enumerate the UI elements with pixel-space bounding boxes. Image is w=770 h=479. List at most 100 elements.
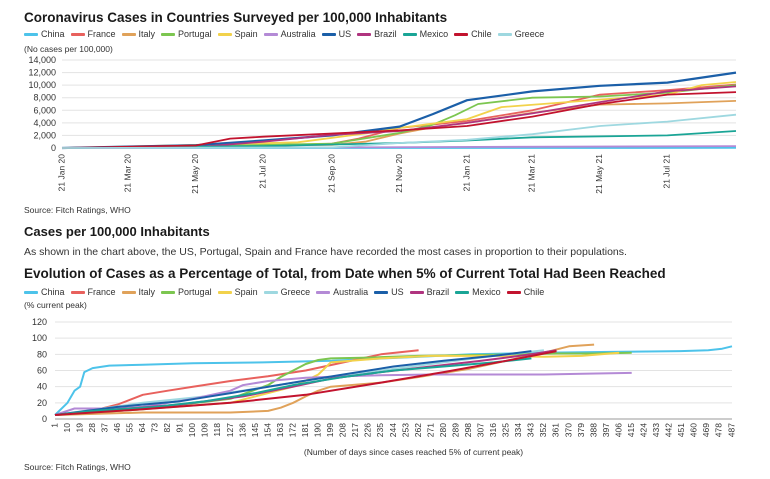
chart2-legend-label-spain: Spain [234,287,258,297]
chart2-legend-swatch-us [374,290,389,294]
chart1-legend-swatch-china [24,32,38,36]
chart1-series-brazil [61,85,737,149]
chart2-x-tick-label: 289 [450,423,460,437]
chart1-y-tick-label: 0 [51,143,56,153]
chart1-x-tick-label: 21 Sep 20 [326,154,336,193]
chart2-x-tick-label: 226 [363,423,373,437]
chart1-y-tick-label: 12,000 [28,68,56,78]
chart2-x-axis-label: (Number of days since cases reached 5% o… [304,447,523,457]
chart2-x-tick-label: 118 [212,423,222,437]
chart2-series-chile [54,350,557,416]
chart2-x-tick-label: 208 [338,423,348,437]
chart2-legend-france: France [70,287,116,297]
section-heading: Cases per 100,000 Inhabitants [24,224,210,239]
chart2-legend-greece: Greece [263,287,311,297]
chart1-x-tick-label: 21 Nov 20 [394,154,404,193]
chart2-x-tick-label: 10 [62,423,72,433]
chart2-x-tick-label: 433 [651,423,661,437]
chart2-x-tick-label: 244 [388,423,398,437]
chart2-legend-swatch-australia [316,290,331,294]
chart2-legend-label-portugal: Portugal [178,287,212,297]
chart2-legend-mexico: Mexico [455,287,501,297]
chart2-legend-swatch-mexico [455,290,470,294]
chart2-legend: China France Italy Portugal Spain Greece Austr… [24,287,550,297]
chart1-title: Coronavirus Cases in Countries Surveyed … [24,10,448,25]
chart2-legend-label-greece: Greece [280,287,311,297]
chart2-series-us [54,350,532,416]
chart1-legend-label-spain: Spain [234,29,258,39]
chart2-x-tick-label: 181 [300,423,310,437]
chart1-legend-swatch-spain [217,32,232,36]
chart2-legend-label-australia: Australia [333,287,369,297]
chart2-x-tick-label: 127 [225,423,235,437]
chart2-x-tick-label: 271 [425,423,435,437]
chart2-x-tick-label: 478 [714,423,724,437]
chart2-x-tick-label: 73 [150,423,160,433]
chart2-legend-china: China [24,287,65,297]
chart2-x-tick-label: 136 [237,423,247,437]
chart1-legend-label-france: France [87,29,116,39]
chart1-legend-label-chile: Chile [471,29,492,39]
chart2-x-tick-label: 262 [413,423,423,437]
chart2-y-tick-label: 100 [32,333,47,343]
chart1-legend-label-australia: Australia [280,29,316,39]
chart1-legend-swatch-portugal [161,32,176,36]
chart1-legend: China France Italy Portugal Spain Australia US… [24,29,550,39]
chart2-legend-spain: Spain [217,287,258,297]
chart2-x-tick-label: 19 [74,423,84,433]
chart1-legend-brazil: Brazil [357,29,397,39]
chart1-legend-swatch-australia [263,32,278,36]
chart1-legend-swatch-france [70,32,85,36]
chart2-x-tick-label: 388 [588,423,598,437]
chart2-x-tick-label: 298 [463,423,473,437]
chart1-legend-italy: Italy [121,29,156,39]
chart2-y-tick-label: 120 [32,317,47,327]
chart1-legend-label-italy: Italy [138,29,156,39]
chart2-legend-label-china: China [41,287,65,297]
chart1-legend-swatch-us [321,32,336,36]
chart1-y-tick-label: 14,000 [28,55,56,65]
chart1-legend-us: US [321,29,352,39]
chart1-series-us [61,71,737,150]
chart2-x-tick-label: 361 [551,423,561,437]
chart2-x-tick-label: 280 [438,423,448,437]
chart2-x-tick-label: 109 [200,423,210,437]
chart1-y-tick-label: 6,000 [33,105,56,115]
chart2-legend-swatch-greece [263,290,278,294]
chart2-legend-swatch-portugal [161,290,176,294]
chart1-legend-australia: Australia [263,29,316,39]
chart1-x-tick-label: 21 Jan 21 [461,154,471,192]
chart1-legend-label-greece: Greece [514,29,545,39]
chart2-series-mexico [54,357,532,416]
chart1-y-tick-label: 4,000 [33,118,56,128]
chart2-legend-label-chile: Chile [523,287,545,297]
chart2-legend-label-france: France [87,287,116,297]
chart1-legend-china: China [24,29,65,39]
chart2-x-tick-label: 163 [275,423,285,437]
chart2-x-tick-label: 379 [576,423,586,437]
chart2-x-tick-label: 451 [676,423,686,437]
chart1-x-tick-label: 21 May 21 [594,154,604,194]
chart2-legend-swatch-brazil [409,290,424,294]
chart1-legend-spain: Spain [217,29,258,39]
chart1-x-tick-label: 21 May 20 [190,154,200,194]
chart2-legend-swatch-chile [506,290,521,294]
chart1-x-tick-label: 21 Jul 21 [662,154,672,189]
chart2-x-tick-label: 460 [689,423,699,437]
chart1-x-tick-label: 21 Jan 20 [56,154,66,192]
chart2-series-china [54,345,733,416]
chart2-legend-swatch-china [24,290,38,294]
chart2-x-tick-label: 235 [375,423,385,437]
chart2-legend-australia: Australia [316,287,368,297]
chart2-x-tick-label: 370 [563,423,573,437]
chart1-x-tick-label: 21 Jul 20 [258,154,268,189]
chart2-x-tick-label: 28 [87,423,97,433]
chart1-legend-label-us: US [338,29,352,39]
chart2-legend-swatch-italy [121,290,136,294]
chart2-unit-label: (% current peak) [24,300,87,310]
chart2-x-tick-label: 190 [313,423,323,437]
chart1-series-portugal [61,84,737,149]
chart2-x-tick-label: 55 [124,423,134,433]
chart1-legend-label-mexico: Mexico [419,29,449,39]
